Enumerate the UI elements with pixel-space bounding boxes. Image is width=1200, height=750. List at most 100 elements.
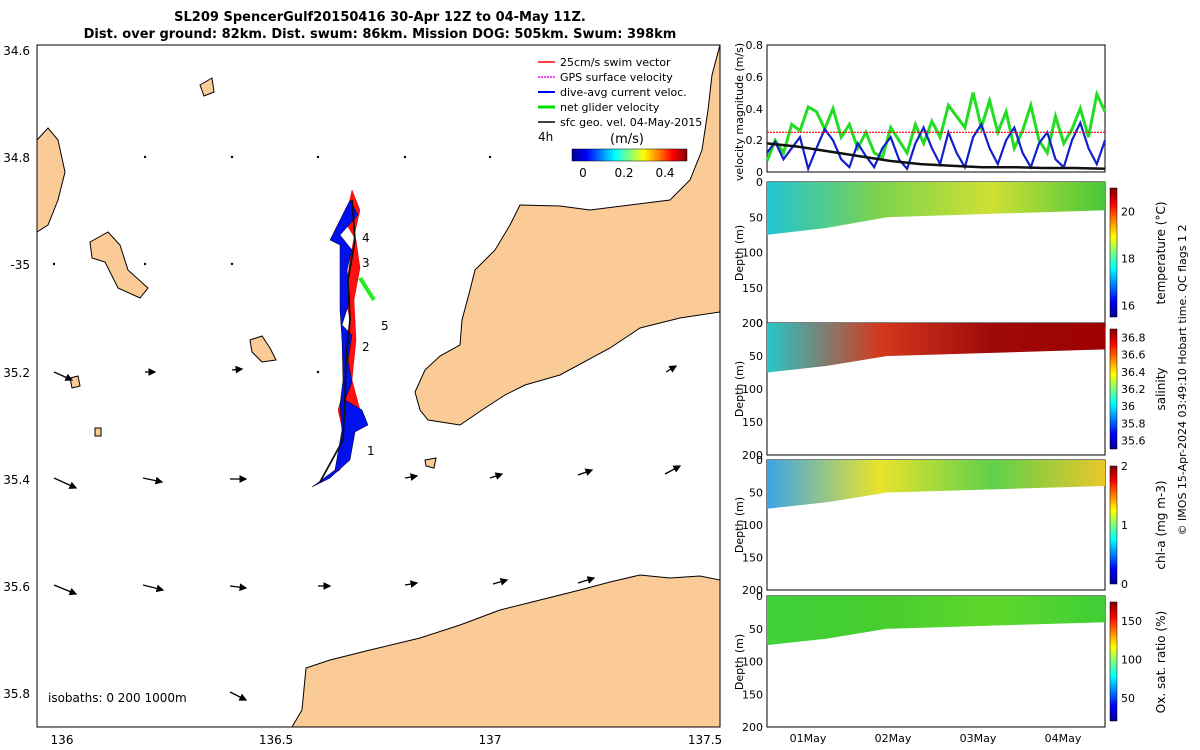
- lat-tick-label: 35.8: [3, 687, 30, 701]
- lon-tick-label: 136.5: [259, 733, 293, 747]
- lat-tick-labels: 34.6 34.8 -35 35.2 35.4 35.6 35.8: [3, 44, 30, 701]
- velocity-series-line: [766, 142, 1106, 171]
- section-data-fill: [767, 596, 1105, 646]
- section-data-fill: [767, 182, 1105, 235]
- day-marker-3: 3: [362, 256, 370, 270]
- depth-ytick: 150: [742, 552, 763, 565]
- land-masses: [36, 44, 721, 728]
- colorbar-tick: 36.8: [1121, 332, 1146, 345]
- depth-ytick: 50: [749, 350, 763, 363]
- colorbar-tick: 36: [1121, 400, 1135, 413]
- colorbar-tick: 36.6: [1121, 349, 1146, 362]
- lat-tick-label: 34.8: [3, 151, 30, 165]
- sfc-geo-velocity-arrows: [53, 365, 682, 701]
- day-xtick: 01May: [790, 732, 827, 745]
- depth-ytick: 100: [742, 247, 763, 260]
- day-marker-1: 1: [367, 444, 375, 458]
- colorbar-tick: 20: [1121, 206, 1135, 219]
- velocity-ylabel: velocity magnitude (m/s): [733, 43, 746, 181]
- section-axes-frame: [766, 322, 1106, 456]
- section-colorbar: [1109, 465, 1118, 585]
- colorbar-label: chl-a (mg m-3): [1154, 480, 1168, 569]
- velocity-series: [765, 89, 1107, 173]
- depth-ytick: 200: [742, 449, 763, 462]
- section-axes-frame: [766, 595, 1106, 728]
- legend-label-geo: sfc geo. vel. 04-May-2015: [560, 116, 702, 129]
- depth-ytick: 50: [749, 623, 763, 636]
- section-panel-1: 0 50 100 150 200 Depth (m) 16 18 20 temperature (…: [733, 176, 1168, 330]
- colorbar-label: temperature (°C): [1154, 202, 1168, 305]
- depth-ytick: 50: [749, 487, 763, 500]
- map-legend: 25cm/s swim vector GPS surface velocity …: [538, 56, 702, 180]
- colorbar-tick: 150: [1121, 615, 1142, 628]
- velocity-series-line: [765, 89, 1107, 162]
- legend-label-net: net glider velocity: [560, 101, 660, 114]
- lon-tick-label: 136: [51, 733, 74, 747]
- colorbar-tick: 100: [1121, 654, 1142, 667]
- colorbar-tick: 0.2: [614, 166, 633, 180]
- lat-tick-label: -35: [10, 258, 30, 272]
- depth-ylabel: Depth (m): [733, 225, 746, 281]
- legend-label-dive: dive-avg current veloc.: [560, 86, 687, 99]
- day-xtick: 04May: [1045, 732, 1082, 745]
- depth-ytick: 150: [742, 688, 763, 701]
- map-panel: 1 2 3 4 5 34.6 34.8 -35 35.2 35.4 35.6 3…: [3, 44, 723, 747]
- day-xtick: 03May: [960, 732, 997, 745]
- colorbar-tick: 50: [1121, 692, 1135, 705]
- velocity-ytick: 0.6: [746, 71, 764, 84]
- time-scale-label: 4h: [538, 130, 553, 144]
- lon-tick-label: 137: [479, 733, 502, 747]
- colorbar-label: Ox. sat. ratio (%): [1154, 611, 1168, 713]
- day-marker-5: 5: [381, 319, 389, 333]
- velocity-ytick: 0: [756, 166, 763, 179]
- day-marker-4: 4: [362, 231, 370, 245]
- depth-ytick: 200: [742, 721, 763, 734]
- velocity-ytick: 0.2: [746, 134, 764, 147]
- lon-tick-labels: 136 136.5 137 137.5: [51, 733, 723, 747]
- depth-ytick: 100: [742, 656, 763, 669]
- lon-tick-label: 137.5: [688, 733, 722, 747]
- depth-ytick: 200: [742, 317, 763, 330]
- depth-ytick: 0: [756, 176, 763, 189]
- section-colorbar: [1109, 328, 1118, 450]
- depth-ytick: 100: [742, 519, 763, 532]
- isobaths-label: isobaths: 0 200 1000m: [48, 691, 187, 705]
- section-panel-2: 0 50 100 150 200 Depth (m) 35.6 35.8 36 36.2 36.4 3…: [733, 317, 1168, 462]
- colorbar-tick: 18: [1121, 252, 1135, 265]
- depth-ytick: 200: [742, 584, 763, 597]
- imos-footer: © IMOS 15-Apr-2024 03:49:10 Hobart time.…: [1176, 225, 1189, 536]
- day-xtick-labels: 01May 02May 03May 04May: [790, 732, 1082, 745]
- depth-ytick: 0: [756, 590, 763, 603]
- depth-ylabel: Depth (m): [733, 497, 746, 553]
- section-colorbar: [1109, 601, 1118, 722]
- lat-tick-label: 34.6: [3, 44, 30, 58]
- lat-tick-label: 35.2: [3, 366, 30, 380]
- chart-title-line2: Dist. over ground: 82km. Dist. swum: 86k…: [83, 27, 677, 42]
- colorbar-label: salinity: [1154, 367, 1168, 410]
- colorbar-tick: 35.6: [1121, 434, 1146, 447]
- depth-ytick: 100: [742, 383, 763, 396]
- speed-colorbar: [571, 148, 688, 162]
- colorbar-tick: 36.2: [1121, 383, 1146, 396]
- colorbar-unit: (m/s): [610, 132, 644, 147]
- velocity-axes-frame: [766, 44, 1106, 173]
- lat-tick-label: 35.4: [3, 473, 30, 487]
- day-xtick: 02May: [875, 732, 912, 745]
- depth-ylabel: Depth (m): [733, 634, 746, 690]
- colorbar-tick: 36.4: [1121, 366, 1146, 379]
- depth-ytick: 0: [756, 317, 763, 330]
- colorbar-tick: 35.8: [1121, 417, 1146, 430]
- section-colorbar: [1109, 187, 1118, 318]
- depth-ytick: 150: [742, 282, 763, 295]
- legend-label-swim: 25cm/s swim vector: [560, 56, 671, 69]
- colorbar-tick: 0: [579, 166, 587, 180]
- colorbar-tick: 1: [1121, 519, 1128, 532]
- section-data-fill: [767, 460, 1105, 509]
- section-axes-frame: [766, 181, 1106, 324]
- velocity-series-line: [766, 119, 1107, 173]
- day-marker-2: 2: [362, 340, 370, 354]
- grid-dots: [52, 155, 492, 374]
- section-axes-frame: [766, 459, 1106, 591]
- day-markers: 1 2 3 4 5: [362, 231, 389, 458]
